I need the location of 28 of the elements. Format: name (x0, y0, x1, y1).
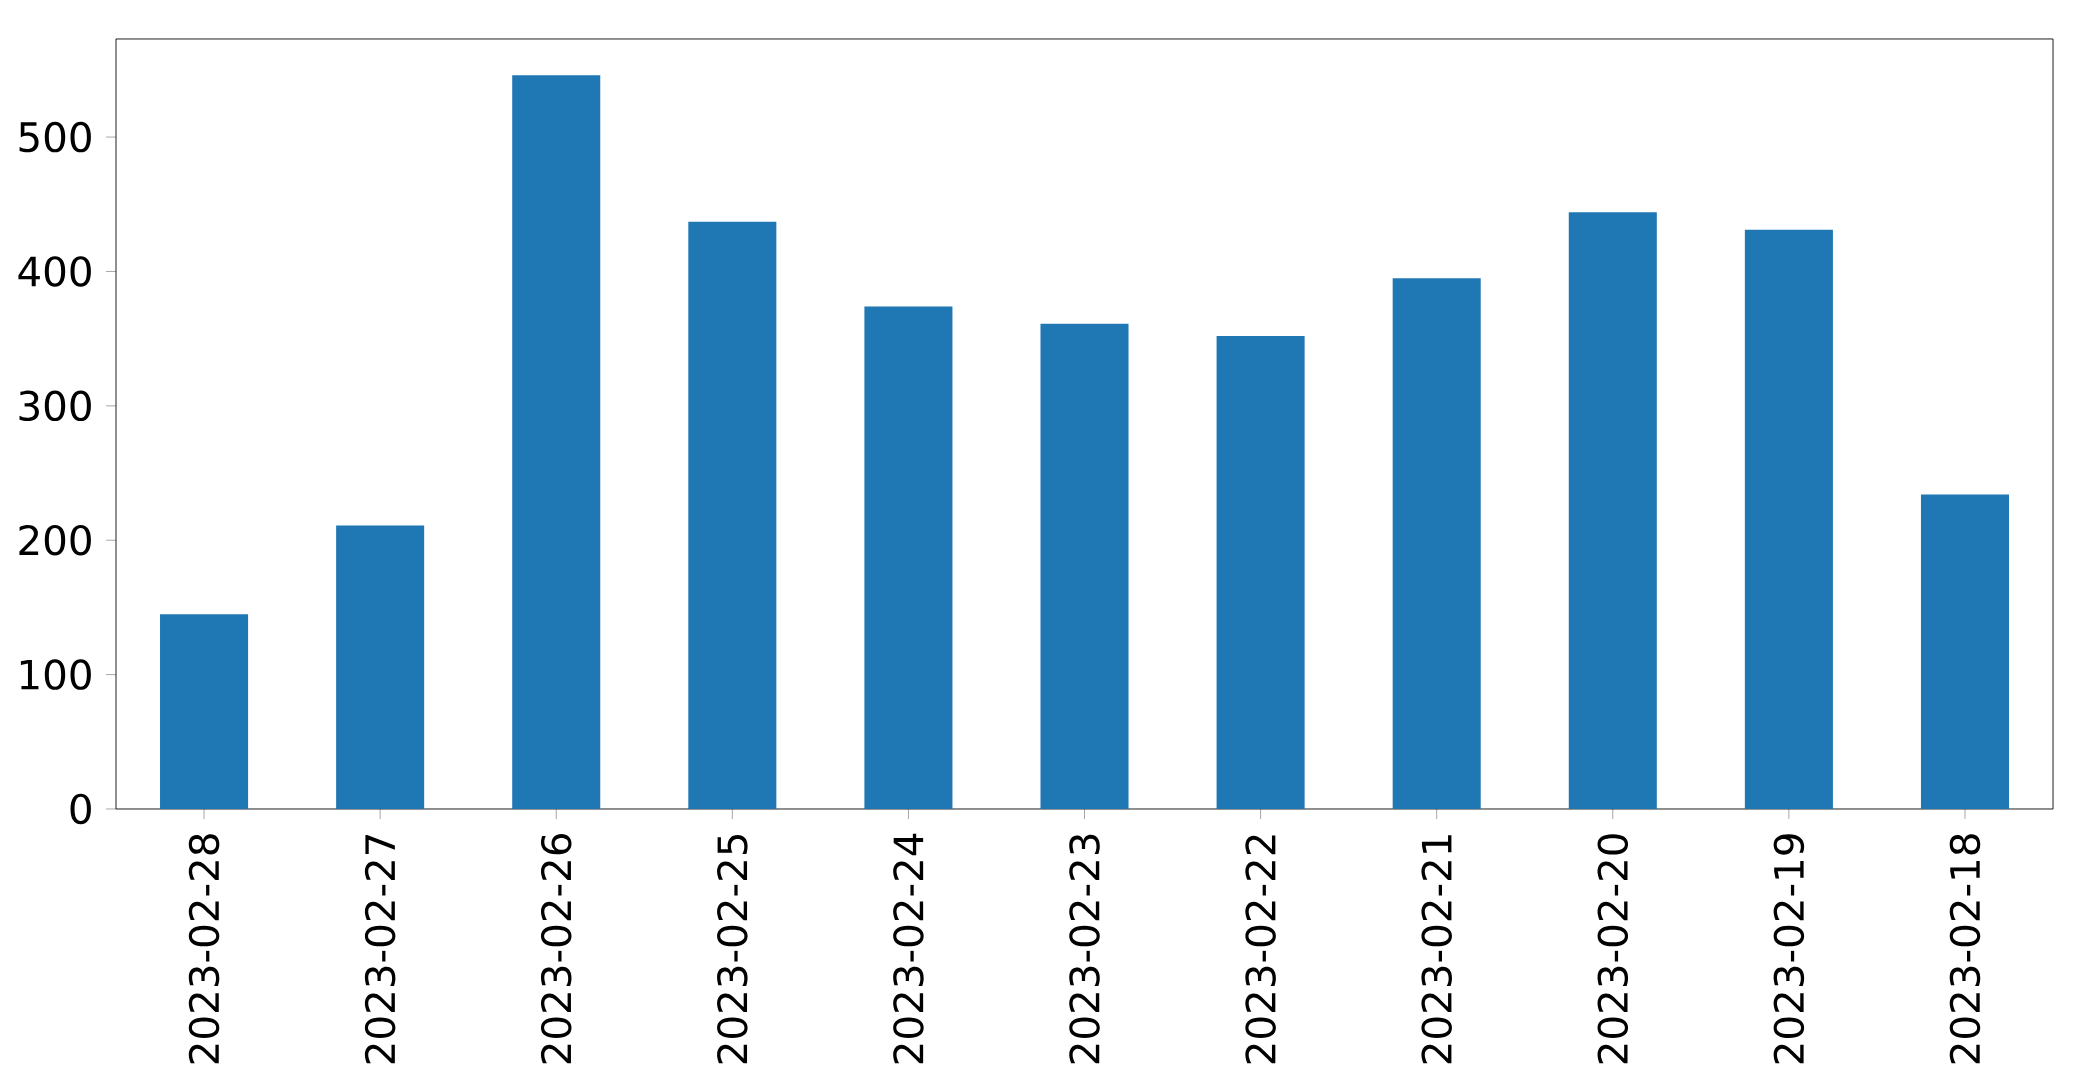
x-tick-label: 2023-02-26 (540, 834, 572, 1064)
x-tick-label: 2023-02-27 (364, 834, 396, 1064)
x-tick-label: 2023-02-20 (1597, 834, 1629, 1064)
y-tick-label: 300 (19, 390, 91, 422)
x-tick-label: 2023-02-25 (717, 835, 748, 1064)
x-tick-label: 2023-02-22 (1245, 835, 1276, 1064)
x-tick-label: 2023-02-18 (1949, 834, 1981, 1064)
y-tick-label: 100 (20, 659, 91, 690)
y-tick-label: 200 (19, 524, 91, 556)
bar (1920, 494, 2009, 809)
y-tick-label: 0 (70, 793, 91, 825)
x-tick-label: 2023-02-21 (1421, 835, 1452, 1064)
y-tick-label: 500 (19, 121, 91, 153)
bar (1744, 229, 1833, 809)
y-tick-label: 400 (18, 256, 91, 287)
x-tick-label: 2023-02-28 (188, 834, 220, 1064)
bar (864, 306, 953, 809)
x-tick-label: 2023-02-23 (1069, 834, 1100, 1064)
bar (1040, 323, 1129, 809)
x-tick-label: 2023-02-19 (1773, 834, 1805, 1064)
bar (1216, 335, 1305, 809)
bar (688, 221, 777, 809)
x-tick-label: 2023-02-24 (893, 833, 924, 1064)
bar (1392, 278, 1481, 809)
bar (336, 525, 425, 809)
bar (160, 614, 249, 809)
bar (1568, 212, 1657, 809)
bar (512, 75, 601, 809)
